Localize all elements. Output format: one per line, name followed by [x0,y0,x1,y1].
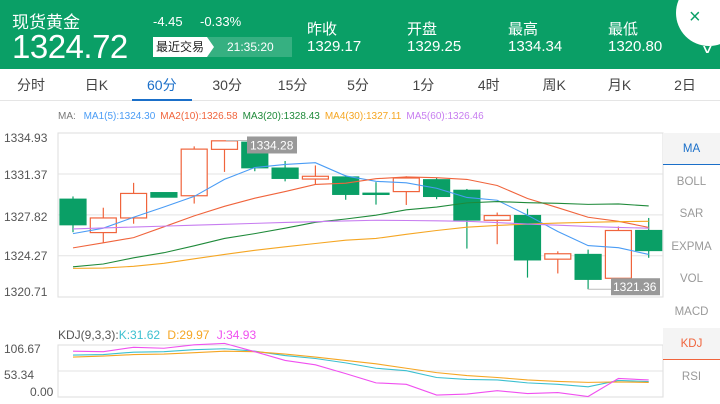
candle-down [332,176,360,195]
ma-legend-item: MA3(20):1328.43 [242,111,320,122]
ma-line [72,201,649,268]
y-axis-tick: 106.67 [4,342,41,356]
candle-down [453,189,481,221]
ma-legend-item: MA2(10):1326.58 [160,111,238,122]
kdj-d-value: D:29.97 [167,328,210,342]
last-trade-label: 最近交易 [153,37,214,57]
low-value: 1320.80 [608,38,663,55]
tab-6[interactable]: 1分 [412,77,435,93]
y-axis-tick: 1331.37 [4,168,48,182]
candle-down [362,192,390,196]
candle-up [544,253,572,260]
kdj-line-k [72,348,649,388]
candle-down [635,229,663,252]
instrument-name: 现货黄金 [12,13,80,32]
candle-up [180,148,208,197]
tab-9[interactable]: 月K [607,77,632,93]
low-label: 最低 [608,21,639,38]
indicator-sar[interactable]: SAR [679,208,704,220]
chevron-down-icon[interactable]: ∨ [701,42,715,56]
last-trade-time: 21:35:20 [207,37,292,57]
high-label: 最高 [508,21,539,38]
price-change-pct: -0.33% [200,14,242,29]
tab-10[interactable]: 2日 [674,77,696,93]
kdj-legend-prefix: KDJ(9,3,3): [58,328,119,342]
last-price: 1324.72 [12,28,128,65]
prev-close-label: 昨收 [307,21,338,38]
kdj-line-j [72,342,649,398]
indicator-macd[interactable]: MACD [674,305,709,318]
tab-4[interactable]: 15分 [277,77,308,93]
y-axis-tick: 1324.27 [4,249,48,263]
tab-1[interactable]: 日K [84,77,109,93]
open-label: 开盘 [407,21,438,38]
ma-legend: MA: MA1(5):1324.30 MA2(10):1326.58 MA3(20)… [58,111,484,122]
kdj-line-d [72,350,649,383]
ma-legend-prefix: MA: [58,111,76,122]
y-axis-tick: 53.34 [4,368,35,382]
y-axis-tick: 1327.82 [4,210,48,224]
tab-7[interactable]: 4时 [477,77,500,93]
prev-close-value: 1329.17 [307,38,362,55]
y-axis-tick: 1334.93 [4,131,48,145]
ma-legend-item: MA5(60):1326.46 [406,111,484,122]
high-value: 1334.34 [508,38,563,55]
indicator-vol[interactable]: VOL [679,273,703,285]
candle-up [301,175,329,180]
min-price-label: 1321.36 [613,280,657,294]
ma-line [72,162,649,255]
tab-2[interactable]: 60分 [131,69,192,101]
tab-8[interactable]: 周K [542,77,566,93]
tab-0[interactable]: 分时 [17,77,45,93]
candle-down [150,192,178,198]
indicator-expma[interactable]: EXPMA [671,240,712,253]
y-axis-tick: 0.00 [30,385,54,399]
indicator-kdj[interactable]: KDJ [663,328,720,360]
quote-header: 现货黄金 1324.72 -4.45 -0.33% 最近交易 21:35:20 … [0,0,720,69]
ma-line [72,220,649,269]
ma-line [72,176,649,249]
candle-up [210,140,239,150]
min-label-bg [611,278,660,296]
max-label-bg [247,136,297,154]
kdj-j-value: J:34.93 [216,328,257,342]
candle-up [483,214,511,221]
indicator-boll[interactable]: BOLL [676,175,707,188]
candle-up [604,229,633,279]
ma-legend-item: MA4(30):1327.11 [324,111,402,122]
max-price-label: 1334.28 [250,138,294,152]
indicator-rsi[interactable]: RSI [681,370,702,383]
candle-down [59,198,87,226]
candle-down [513,214,542,261]
candle-down [574,253,602,280]
tab-3[interactable]: 30分 [212,77,242,93]
period-tabs: 分时 日K 60分 30分 15分 5分 1分 4时 周K 月K 2日 [0,69,720,101]
kdj-k-value: K:31.62 [118,328,161,342]
y-axis-tick: 1320.71 [4,285,48,299]
ma-line [72,219,649,230]
candle-down [271,167,299,179]
open-value: 1329.25 [407,38,462,55]
price-change: -4.45 [153,14,183,29]
tab-5[interactable]: 5分 [347,77,369,93]
kdj-legend: KDJ(9,3,3):K:31.62 D:29.97 J:34.93 [58,328,256,342]
indicator-ma[interactable]: MA [663,133,720,165]
ma-legend-item: MA1(5):1324.30 [83,111,156,122]
